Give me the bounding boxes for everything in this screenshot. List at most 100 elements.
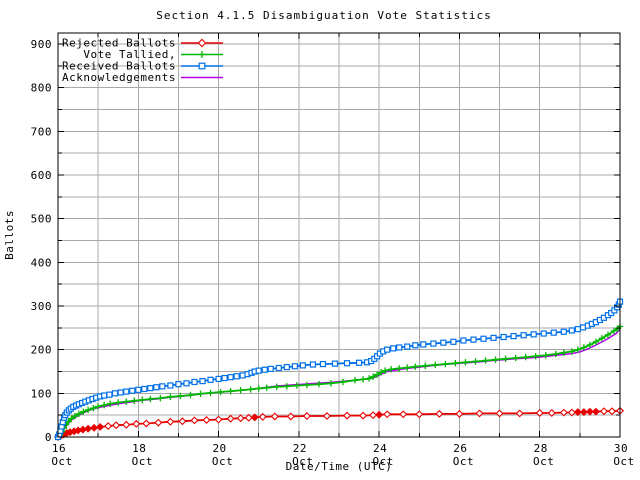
data-point-marker <box>84 424 93 433</box>
data-point-marker <box>604 331 612 339</box>
chart-title: Section 4.1.5 Disambiguation Vote Statis… <box>156 9 491 22</box>
data-point-marker <box>452 360 459 367</box>
data-point-marker <box>227 387 234 395</box>
data-point-marker <box>123 388 130 395</box>
data-point-marker <box>490 334 497 341</box>
data-point-marker <box>129 387 136 394</box>
data-point-marker <box>512 354 519 362</box>
data-point-marker <box>492 356 499 363</box>
y-tick-labels: 0 100 200 300 400 500 600 700 800 900 <box>31 38 52 444</box>
data-point-marker <box>247 386 254 393</box>
data-point-marker <box>574 326 581 333</box>
data-point-marker <box>343 411 352 420</box>
data-point-marker <box>166 417 175 426</box>
legend-label-rejected-ballots: Rejected Ballots <box>62 37 176 50</box>
data-point-marker <box>567 408 576 417</box>
data-point-marker <box>470 336 477 343</box>
data-point-marker <box>258 412 267 421</box>
data-point-marker <box>480 335 487 342</box>
data-point-marker <box>568 327 575 334</box>
data-point-marker <box>580 344 588 351</box>
x-tick-label-day: 16 <box>52 442 66 455</box>
data-point-marker <box>237 387 244 394</box>
data-point-marker <box>560 349 567 356</box>
data-point-marker <box>579 408 588 417</box>
data-point-marker <box>520 332 527 339</box>
data-series <box>54 298 624 441</box>
data-point-marker <box>167 393 174 401</box>
square-marker-icon <box>198 62 206 70</box>
data-point-marker <box>202 415 211 424</box>
data-point-marker <box>574 346 582 353</box>
data-point-marker <box>261 366 268 373</box>
data-point-marker <box>550 329 557 336</box>
data-point-marker <box>263 384 270 391</box>
y-tick-label: 700 <box>31 125 52 138</box>
y-tick-label: 400 <box>31 256 52 269</box>
data-point-marker <box>495 409 504 418</box>
data-point-marker <box>214 415 223 424</box>
x-tick-label-month: Oct <box>372 455 393 468</box>
data-point-marker <box>199 378 206 385</box>
data-point-marker <box>412 342 419 349</box>
data-point-marker <box>167 382 174 389</box>
data-point-marker <box>560 328 567 335</box>
plus-marker-icon <box>198 51 206 58</box>
data-point-marker <box>80 408 87 415</box>
data-point-marker <box>422 362 429 370</box>
data-point-marker <box>319 360 327 368</box>
data-point-marker <box>111 390 119 397</box>
x-tick-label-day: 26 <box>453 442 467 455</box>
x-tick-label-day: 20 <box>212 442 226 455</box>
data-point-marker <box>159 383 166 390</box>
data-point-marker <box>384 346 391 353</box>
data-point-marker <box>607 407 616 416</box>
legend-row-vote-tallied: Vote Tallied, <box>83 48 223 61</box>
data-point-marker <box>286 412 295 421</box>
data-point-marker <box>207 389 214 397</box>
data-point-marker <box>96 422 105 431</box>
data-point-marker <box>369 411 378 420</box>
data-point-marker <box>502 355 509 363</box>
data-point-marker <box>420 341 427 348</box>
data-point-marker <box>106 391 113 398</box>
data-point-marker <box>106 400 114 408</box>
x-tick-label-month: Oct <box>132 455 153 468</box>
data-point-marker <box>472 358 479 365</box>
data-point-marker <box>190 416 199 425</box>
data-point-marker <box>250 413 259 422</box>
data-point-marker <box>542 352 549 359</box>
y-tick-label: 0 <box>45 431 52 444</box>
data-point-marker <box>522 353 529 361</box>
data-point-marker <box>141 385 148 393</box>
legend-row-acknowledgements: Acknowledgements <box>62 71 223 84</box>
data-point-marker <box>255 385 262 392</box>
data-point-marker <box>101 392 108 399</box>
x-tick-label-day: 30 <box>614 442 628 455</box>
x-tick-label-month: Oct <box>51 455 72 468</box>
data-point-marker <box>217 388 224 396</box>
data-point-marker <box>322 412 331 421</box>
data-point-marker <box>415 410 424 419</box>
data-point-marker <box>236 414 245 423</box>
data-point-marker <box>442 360 449 368</box>
data-point-marker <box>396 365 403 372</box>
data-point-marker <box>131 397 138 404</box>
data-point-marker <box>440 339 447 346</box>
data-point-marker <box>599 407 608 416</box>
data-point-marker <box>432 361 439 369</box>
data-point-marker <box>530 331 537 338</box>
x-tick-label-day: 24 <box>373 442 387 455</box>
legend: Rejected Ballots Vote Tallied, Received … <box>62 37 223 84</box>
data-point-marker <box>227 374 234 381</box>
data-point-marker <box>71 412 79 420</box>
data-point-marker <box>283 364 290 371</box>
data-point-marker <box>65 418 72 425</box>
x-tick-label-day: 28 <box>534 442 548 455</box>
y-tick-label: 900 <box>31 38 52 51</box>
data-point-marker <box>157 394 164 402</box>
data-point-marker <box>381 367 389 374</box>
legend-label-acknowledgements: Acknowledgements <box>62 71 176 84</box>
x-tick-label-month: Oct <box>453 455 474 468</box>
